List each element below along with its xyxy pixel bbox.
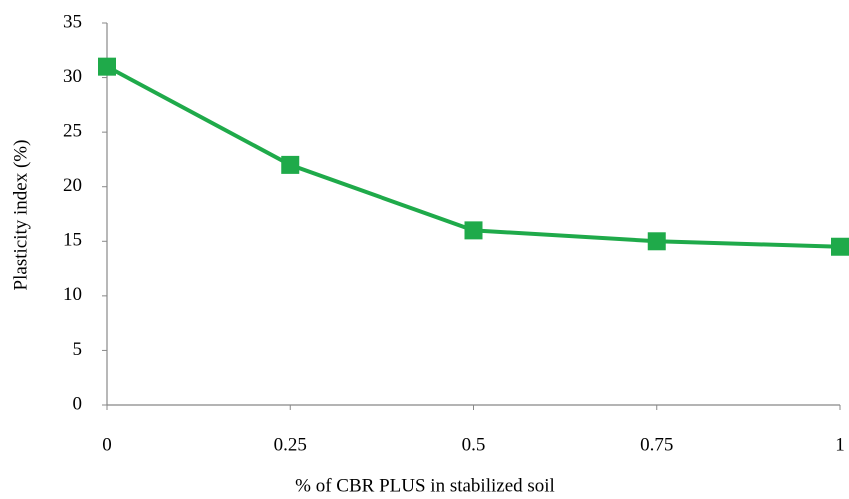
x-tick-label: 0.75	[640, 434, 673, 455]
y-tick-label: 35	[63, 11, 82, 32]
x-tick-label: 0	[102, 434, 112, 455]
y-tick-label: 10	[63, 284, 82, 305]
data-point	[98, 57, 116, 76]
y-tick-label: 20	[63, 175, 82, 196]
data-point	[831, 237, 849, 256]
y-tick-label: 15	[63, 230, 82, 251]
x-tick-label: 1	[835, 434, 845, 455]
data-point	[647, 232, 666, 251]
x-axis-title: % of CBR PLUS in stabilized soil	[295, 475, 555, 496]
y-tick-label: 25	[63, 121, 82, 142]
data-point	[464, 221, 483, 240]
data-line	[106, 64, 841, 249]
data-point	[281, 155, 300, 174]
y-tick-label: 0	[73, 393, 83, 414]
x-tick-label: 0.25	[274, 434, 307, 455]
y-tick-label: 30	[63, 66, 82, 87]
y-axis-title: Plasticity index (%)	[10, 140, 31, 291]
x-tick-label: 0.5	[462, 434, 486, 455]
y-tick-label: 5	[73, 339, 83, 360]
